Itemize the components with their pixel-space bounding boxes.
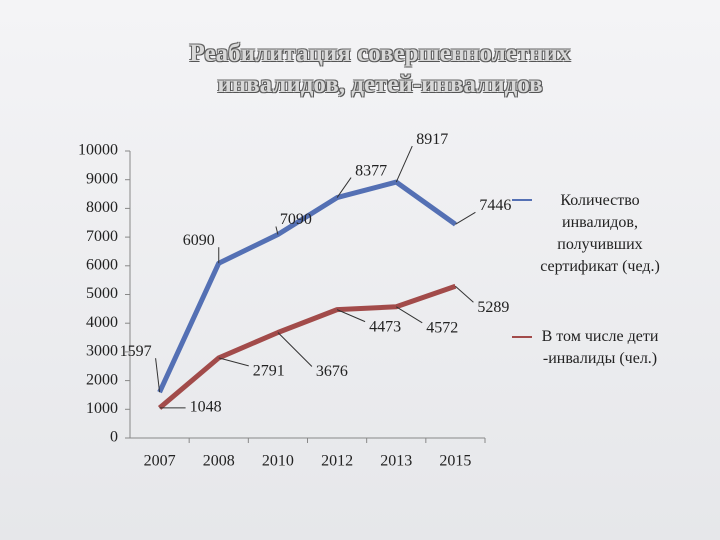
legend-label: В том числе дети -инвалиды (чел.) bbox=[541, 328, 659, 367]
y-tick-label: 7000 bbox=[86, 228, 118, 245]
leader-line bbox=[395, 145, 413, 183]
leader-line bbox=[336, 177, 352, 198]
y-tick-label: 1000 bbox=[86, 400, 118, 417]
y-tick-label: 9000 bbox=[86, 170, 118, 187]
x-tick-label: 2013 bbox=[380, 453, 412, 470]
y-tick-label: 0 bbox=[110, 429, 118, 446]
legend-label: Количество инвалидов, получивших сертифи… bbox=[540, 192, 660, 275]
data-label: 8377 bbox=[355, 162, 387, 179]
y-tick-label: 3000 bbox=[86, 343, 118, 360]
x-tick-label: 2007 bbox=[144, 453, 176, 470]
data-label: 6090 bbox=[183, 232, 215, 249]
leader-line bbox=[455, 211, 476, 225]
x-tick-label: 2008 bbox=[203, 453, 235, 470]
y-tick-label: 10000 bbox=[78, 142, 118, 159]
x-tick-label: 2010 bbox=[262, 453, 294, 470]
leader-line bbox=[455, 285, 474, 303]
data-label: 3676 bbox=[316, 363, 348, 380]
data-label: 7446 bbox=[479, 197, 511, 214]
data-label: 4473 bbox=[369, 318, 401, 335]
data-label: 5289 bbox=[477, 299, 509, 316]
series-line bbox=[157, 179, 457, 394]
leader-line bbox=[336, 309, 366, 323]
data-label: 1048 bbox=[190, 399, 222, 416]
leader-line bbox=[275, 226, 279, 235]
y-tick-label: 2000 bbox=[86, 371, 118, 388]
data-label: 2791 bbox=[253, 363, 285, 380]
x-tick-label: 2012 bbox=[321, 453, 353, 470]
x-tick-label: 2015 bbox=[439, 453, 471, 470]
data-label: 1597 bbox=[120, 343, 152, 360]
y-tick-label: 6000 bbox=[86, 256, 118, 273]
data-label: 7090 bbox=[280, 211, 312, 228]
y-tick-label: 5000 bbox=[86, 285, 118, 302]
leader-line bbox=[218, 357, 249, 367]
y-tick-label: 4000 bbox=[86, 314, 118, 331]
leader-line bbox=[277, 332, 313, 367]
y-tick-label: 8000 bbox=[86, 199, 118, 216]
series-line bbox=[157, 283, 457, 410]
leader-line bbox=[395, 306, 423, 324]
leader-line bbox=[155, 358, 161, 393]
chart-title: Реабилитация совершеннолетних инвалидов,… bbox=[189, 40, 571, 98]
data-label: 4572 bbox=[426, 319, 458, 336]
data-label: 8917 bbox=[416, 131, 448, 148]
